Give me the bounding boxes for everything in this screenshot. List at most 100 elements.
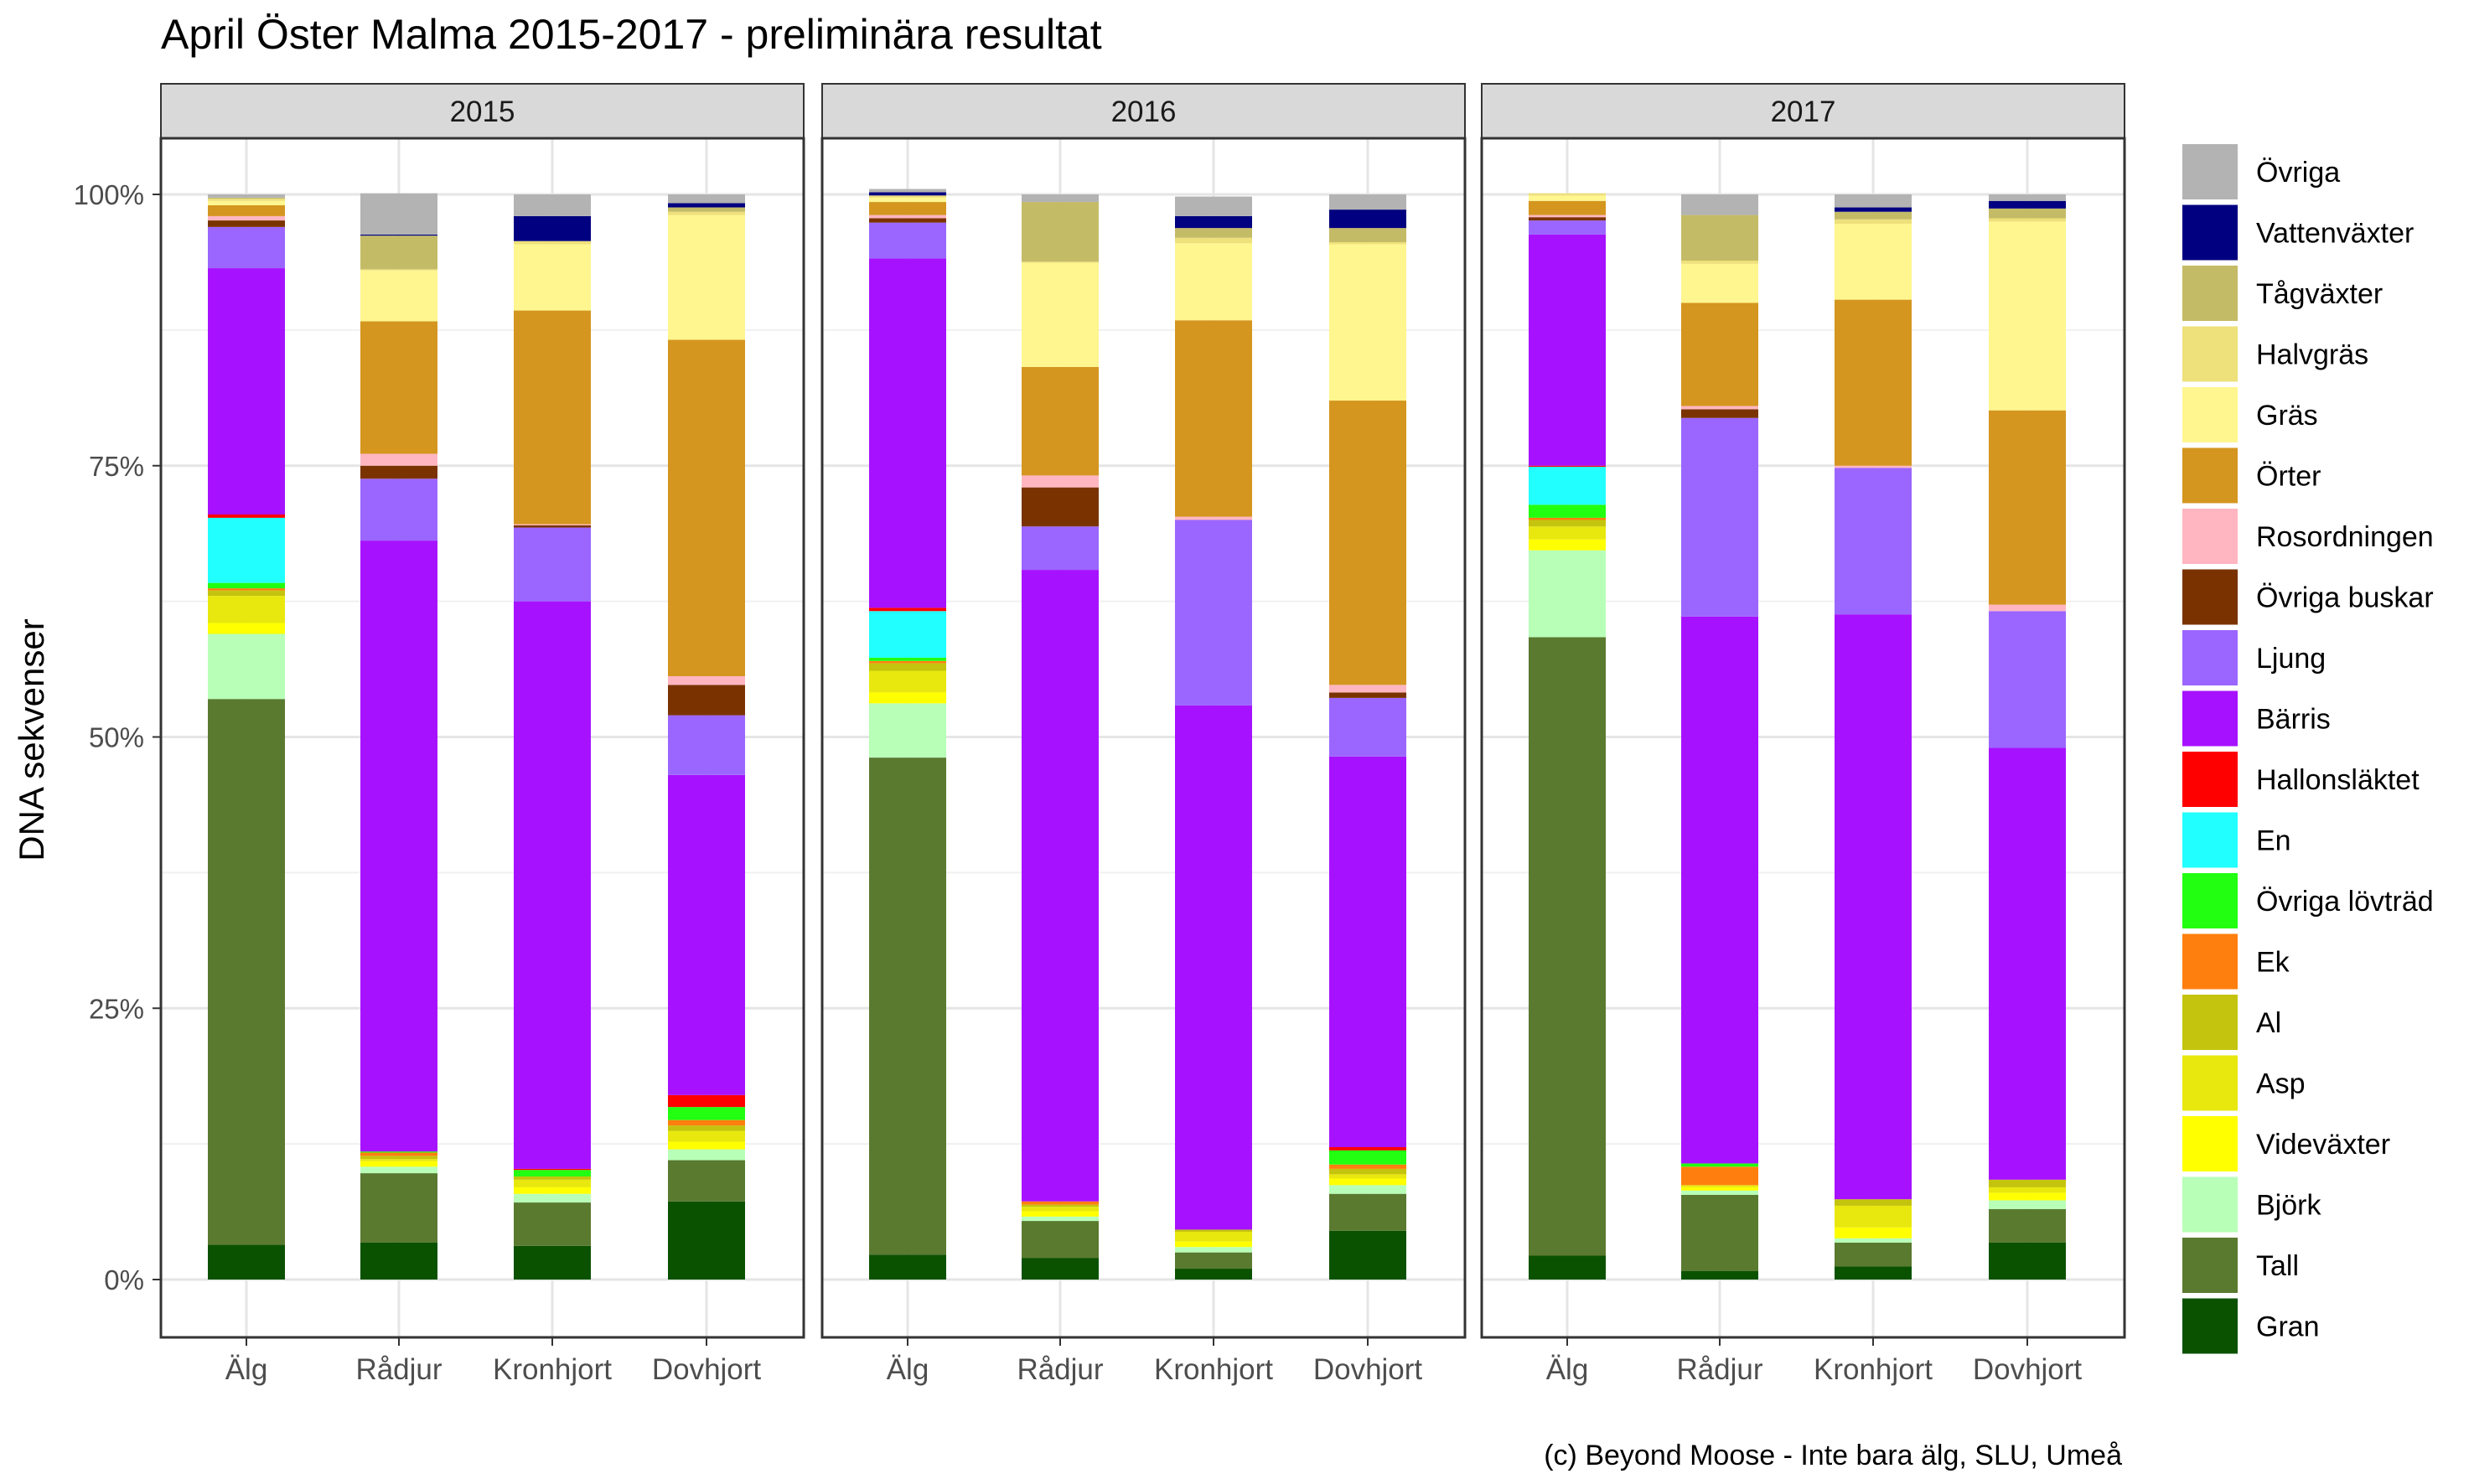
bar-segment [1681, 1270, 1758, 1280]
bar-segment [208, 197, 285, 199]
legend-item: Gran [2182, 1298, 2320, 1354]
bar-segment [1329, 1147, 1406, 1150]
bar-segment [1175, 1229, 1252, 1233]
bar-segment [1681, 417, 1758, 617]
bar-segment [1022, 526, 1099, 571]
bar-stack [1529, 193, 1606, 1280]
bar-segment [360, 235, 437, 270]
bar-segment [208, 268, 285, 515]
bar-segment [1681, 1185, 1758, 1187]
bar-segment [360, 321, 437, 454]
chart-caption: (c) Beyond Moose - Inte bara älg, SLU, U… [1544, 1440, 2122, 1471]
bar-segment [1529, 234, 1606, 466]
bar-segment [514, 244, 591, 311]
bar-stack [514, 194, 591, 1280]
bar-segment [869, 192, 946, 196]
bar-segment [1835, 211, 1912, 220]
bar-segment [514, 215, 591, 241]
bar-segment [869, 218, 946, 223]
facet-strip [1481, 83, 2125, 139]
bar-segment [1022, 570, 1099, 1202]
bar-segment [360, 1156, 437, 1160]
legend-swatch [2182, 690, 2238, 747]
legend-item: Videväxter [2182, 1116, 2390, 1171]
bar-segment [1022, 261, 1099, 263]
bar-segment [1022, 1216, 1099, 1222]
bar-segment [1681, 1187, 1758, 1191]
bar-segment [1529, 215, 1606, 218]
facet-strip [821, 83, 1466, 139]
legend-item: Hallonsläktet [2182, 752, 2420, 807]
bar-stack [869, 189, 946, 1280]
legend-label: Halvgräs [2256, 339, 2368, 371]
bar-segment [208, 199, 285, 201]
panel-border [1480, 137, 2126, 1339]
bar-segment [1329, 1178, 1406, 1186]
legend-item: Asp [2182, 1055, 2306, 1111]
legend-swatch [2182, 630, 2238, 685]
bar-segment [1329, 1185, 1406, 1194]
legend-swatch [2182, 447, 2238, 504]
bar-segment [1681, 215, 1758, 261]
bar-segment [360, 1166, 437, 1174]
bar-segment [1989, 194, 2066, 201]
x-tick-label: Älg [225, 1353, 268, 1386]
y-tick-label: 0% [104, 1264, 144, 1295]
bar-segment [360, 1151, 437, 1153]
bar-segment [208, 517, 285, 583]
bar-segment [1989, 747, 2066, 1180]
bar-segment [1529, 637, 1606, 1256]
y-tick-label: 75% [89, 451, 144, 482]
bar-segment [1175, 1269, 1252, 1280]
bar-segment [668, 207, 745, 212]
bar-segment [668, 1119, 745, 1126]
bar-segment [1022, 194, 1099, 203]
bar-segment [208, 1244, 285, 1280]
bar-segment [1022, 1258, 1099, 1280]
bar-segment [1329, 697, 1406, 757]
bar-segment [1175, 215, 1252, 229]
legend-label: Videväxter [2256, 1129, 2390, 1161]
legend-swatch [2182, 1176, 2238, 1233]
legend-swatch [2182, 204, 2238, 261]
bar-segment [668, 1130, 745, 1142]
bar-segment [360, 270, 437, 322]
legend-swatch [2182, 1238, 2238, 1293]
legend-swatch [2182, 326, 2238, 382]
bar-segment [1529, 193, 1606, 196]
legend-label: Tågväxter [2256, 278, 2383, 310]
legend-label: Vattenväxter [2256, 218, 2414, 250]
legend-label: Ljung [2256, 643, 2326, 675]
bar-segment [869, 663, 946, 671]
legend-item: Bärris [2182, 690, 2331, 747]
bar-segment [668, 1107, 745, 1120]
bar-segment [869, 197, 946, 203]
legend-item: Tågväxter [2182, 266, 2383, 321]
bar-segment [1329, 1174, 1406, 1179]
facet-strip [160, 83, 805, 139]
x-tick-label: Kronhjort [1814, 1353, 1933, 1386]
bar-segment [1529, 504, 1606, 518]
x-tick-label: Kronhjort [1154, 1353, 1273, 1386]
legend-label: Rosordningen [2256, 521, 2434, 553]
bar-segment [1681, 194, 1758, 215]
y-axis-title: DNA sekvenser [12, 618, 51, 861]
x-tick-label: Älg [887, 1353, 929, 1386]
bar-stack [1022, 194, 1099, 1280]
legend-item: Övriga lövträd [2182, 873, 2434, 928]
bar-stack [360, 193, 437, 1280]
bar-segment [1022, 1201, 1099, 1205]
legend-swatch [2182, 873, 2238, 928]
bar-segment [1175, 1241, 1252, 1248]
bar-segment [1022, 1204, 1099, 1207]
bar-segment [869, 657, 946, 661]
legend-label: Bärris [2256, 704, 2331, 736]
bar-segment [1329, 1168, 1406, 1175]
bar-segment [1835, 1242, 1912, 1267]
bar-segment [208, 582, 285, 589]
bar-segment [1989, 611, 2066, 748]
bar-segment [869, 215, 946, 219]
legend-item: Gräs [2182, 387, 2318, 442]
bar-segment [1681, 1163, 1758, 1167]
legend-swatch [2182, 1055, 2238, 1111]
